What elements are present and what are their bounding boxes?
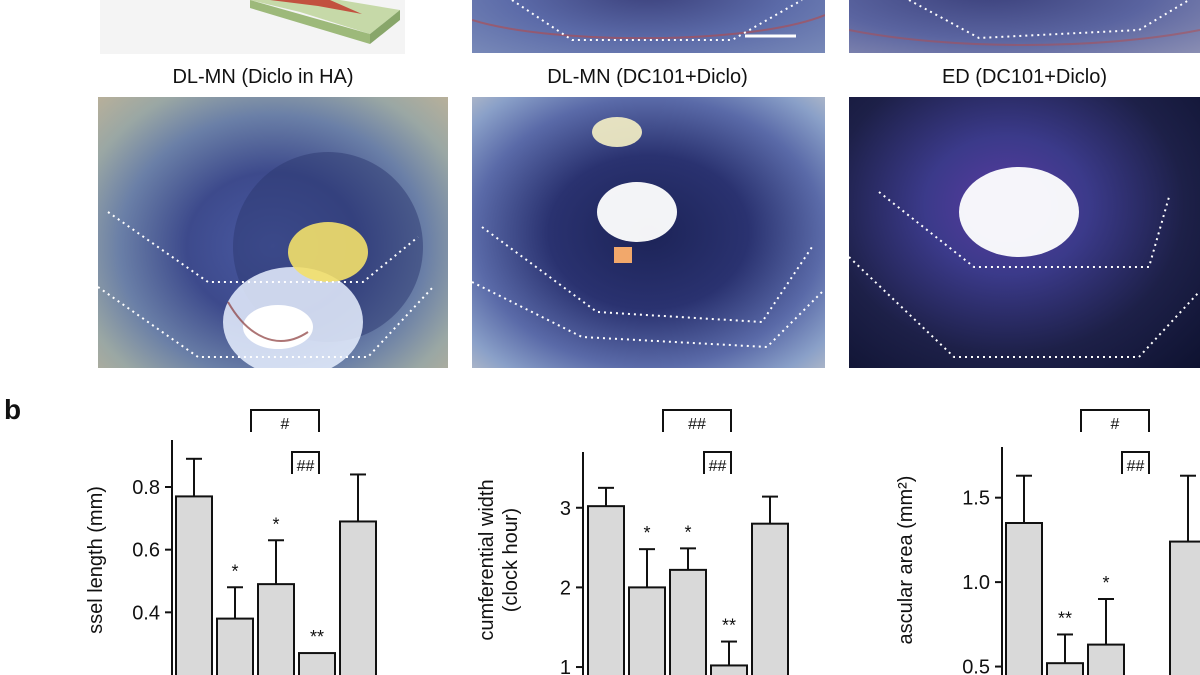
bracket-label: ## [709, 458, 727, 475]
y-tick-label: 0.5 [962, 657, 990, 675]
significance-label: ** [1058, 608, 1072, 628]
y-axis-label-2: (clock hour) [500, 508, 522, 612]
bar [1046, 662, 1084, 675]
significance-label: * [684, 522, 691, 542]
bracket-label: # [281, 416, 290, 433]
y-tick-label: 0.8 [132, 477, 160, 499]
comparison-bracket [703, 451, 732, 474]
bar [751, 522, 789, 675]
y-tick-label: 0.4 [132, 602, 160, 624]
comparison-bracket [1080, 409, 1150, 432]
bar [216, 617, 254, 675]
bracket-label: ## [297, 458, 315, 475]
significance-label: ** [310, 627, 324, 647]
caption-dc101-diclo-mn: DL-MN (DC101+Diclo) [547, 66, 748, 88]
panel-label: b [4, 394, 22, 425]
top-middle-eye-photo [472, 0, 825, 53]
top-left-schematic [100, 0, 405, 54]
y-tick-label: 3 [560, 498, 571, 520]
bar [1005, 522, 1043, 675]
schematic-patch-icon [250, 0, 400, 44]
bracket-label: # [1111, 416, 1120, 433]
bar [298, 652, 336, 675]
y-tick-label: 1.0 [962, 572, 990, 594]
y-axis-label: cumferential width [476, 479, 498, 640]
bar [339, 520, 377, 675]
significance-label: * [231, 561, 238, 581]
comparison-bracket [1121, 451, 1150, 474]
eye-photo-dc101-diclo-mn [472, 97, 825, 368]
significance-label: * [272, 514, 279, 534]
caption-diclo-in-ha: DL-MN (Diclo in HA) [172, 66, 354, 88]
bar [1169, 540, 1200, 675]
comparison-bracket [250, 409, 320, 432]
significance-label: ** [722, 616, 736, 636]
bracket-label: ## [688, 416, 706, 433]
caption-dc101-diclo-ed: ED (DC101+Diclo) [941, 66, 1108, 88]
y-axis-label: ssel length (mm) [85, 486, 107, 634]
comparison-bracket [291, 451, 320, 474]
y-tick-label: 1.5 [962, 488, 990, 510]
y-axis-label: ascular area (mm²) [895, 476, 917, 645]
bar [257, 583, 295, 675]
comparison-bracket [662, 409, 732, 432]
top-right-eye-photo [849, 0, 1200, 53]
y-tick-label: 0.6 [132, 540, 160, 562]
bracket-label: ## [1127, 458, 1145, 475]
significance-label: * [1102, 573, 1109, 593]
significance-label: * [643, 523, 650, 543]
bar [1087, 643, 1125, 675]
eye-photo-dc101-diclo-ed [849, 97, 1200, 368]
bar [628, 586, 666, 675]
y-tick-label: 1 [560, 657, 571, 675]
bar [710, 664, 748, 675]
bar [669, 568, 707, 675]
bar [175, 495, 213, 675]
eye-photo-diclo-in-ha [98, 97, 448, 368]
y-tick-label: 2 [560, 577, 571, 599]
bar [587, 505, 625, 675]
